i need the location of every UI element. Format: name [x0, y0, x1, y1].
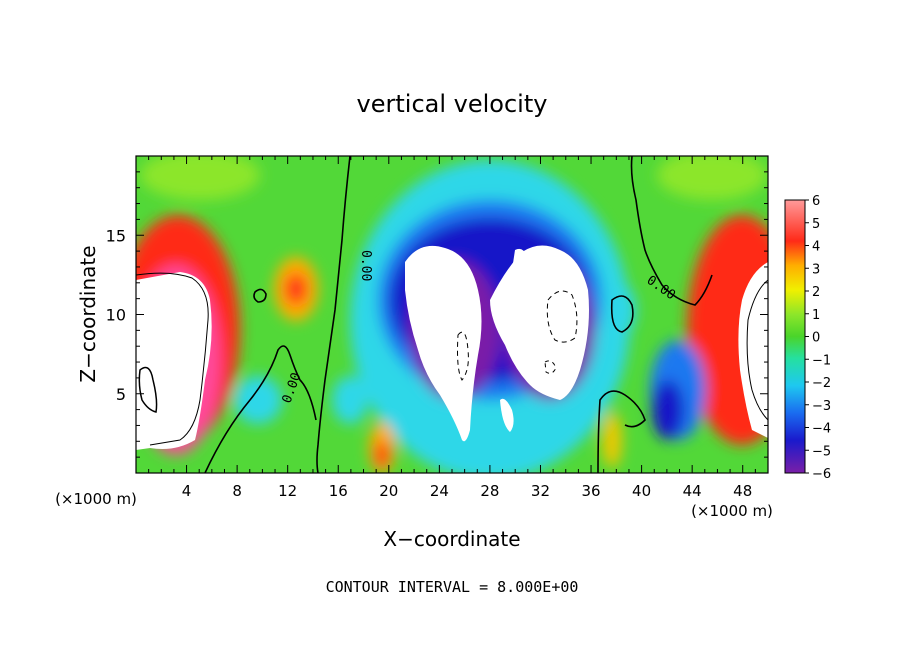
zero-contour — [630, 156, 713, 306]
thin-contour — [136, 272, 209, 446]
x-unit-label: (×1000 m) — [55, 490, 137, 508]
dashed-contour — [544, 360, 557, 374]
x-tick-label: 16 — [329, 482, 348, 500]
field-blob — [285, 273, 307, 305]
x-tick-label: 36 — [581, 482, 600, 500]
plot-area: 0.00 0.00 0.00 — [136, 156, 768, 473]
field-blob — [657, 156, 767, 200]
saturated-core — [500, 398, 514, 432]
y-tick-label: 15 — [106, 226, 126, 245]
colorbar-tick-label: 6 — [812, 194, 820, 209]
x-tick-label: 44 — [683, 482, 702, 500]
x-tick-label: 40 — [632, 482, 651, 500]
dashed-contour — [457, 331, 469, 381]
colorbar-tick-label: −4 — [812, 422, 831, 437]
contour-label: 0.00 — [358, 250, 373, 281]
colorbar: 6 5 4 3 2 1 0 −1 −2 −3 −4 −5 −6 — [784, 194, 831, 482]
colorbar-tick-label: −5 — [812, 444, 831, 459]
x-tick-label: 8 — [232, 482, 242, 500]
chart-title: vertical velocity — [357, 90, 548, 118]
colorbar-tick-label: 1 — [812, 308, 820, 323]
colorbar-tick-label: −2 — [812, 376, 831, 391]
x-tick-label: 32 — [531, 482, 550, 500]
colorbar-tick-label: 4 — [812, 240, 820, 255]
dashed-contour — [546, 290, 578, 343]
y-tick-label: 10 — [106, 306, 126, 325]
saturated-core — [136, 272, 212, 450]
colorbar-tick-label: −3 — [812, 399, 831, 414]
field-blob — [332, 376, 368, 424]
y-tick-label: 5 — [116, 385, 126, 404]
zero-contour — [253, 288, 267, 303]
colorbar-scale — [784, 199, 806, 474]
zero-contour — [204, 345, 317, 473]
colorbar-tick-label: −1 — [812, 353, 831, 368]
x-tick-label: 12 — [278, 482, 297, 500]
saturated-core — [512, 248, 529, 300]
x-tick-label: 20 — [379, 482, 398, 500]
zero-contour — [597, 390, 646, 473]
zero-contour — [316, 156, 351, 473]
x-tick-label: 24 — [430, 482, 449, 500]
thin-contour — [746, 279, 768, 421]
field-blob — [602, 412, 622, 468]
x-axis: 4 8 12 16 20 24 28 32 36 40 44 48 — [148, 156, 756, 500]
saturated-core — [405, 245, 482, 442]
x-axis-label: X−coordinate — [383, 527, 520, 551]
x-tick-label: 48 — [733, 482, 752, 500]
colorbar-tick-label: 0 — [812, 331, 820, 346]
zero-contour — [610, 295, 634, 333]
field-blob — [140, 156, 260, 200]
field-blob — [608, 284, 636, 336]
x-tick-label: 28 — [480, 482, 499, 500]
colorbar-tick-label: 3 — [812, 262, 820, 277]
x-unit-label: (×1000 m) — [691, 502, 773, 520]
contour-lines — [136, 156, 768, 473]
saturated-core — [490, 245, 589, 400]
colorbar-tick-label: −6 — [812, 467, 831, 482]
field-blob — [652, 380, 684, 440]
x-tick-label: 4 — [182, 482, 192, 500]
field-blob — [234, 376, 282, 424]
field-blob — [375, 441, 389, 469]
colorbar-ticks: 6 5 4 3 2 1 0 −1 −2 −3 −4 −5 −6 — [805, 194, 831, 482]
colorbar-tick-label: 5 — [812, 217, 820, 232]
contour-interval-note: CONTOUR INTERVAL = 8.000E+00 — [326, 578, 579, 596]
y-axis: 5 10 15 — [106, 171, 768, 458]
colorbar-tick-label: 2 — [812, 285, 820, 300]
y-axis-label: Z−coordinate — [76, 245, 100, 382]
thin-contour — [138, 366, 158, 413]
